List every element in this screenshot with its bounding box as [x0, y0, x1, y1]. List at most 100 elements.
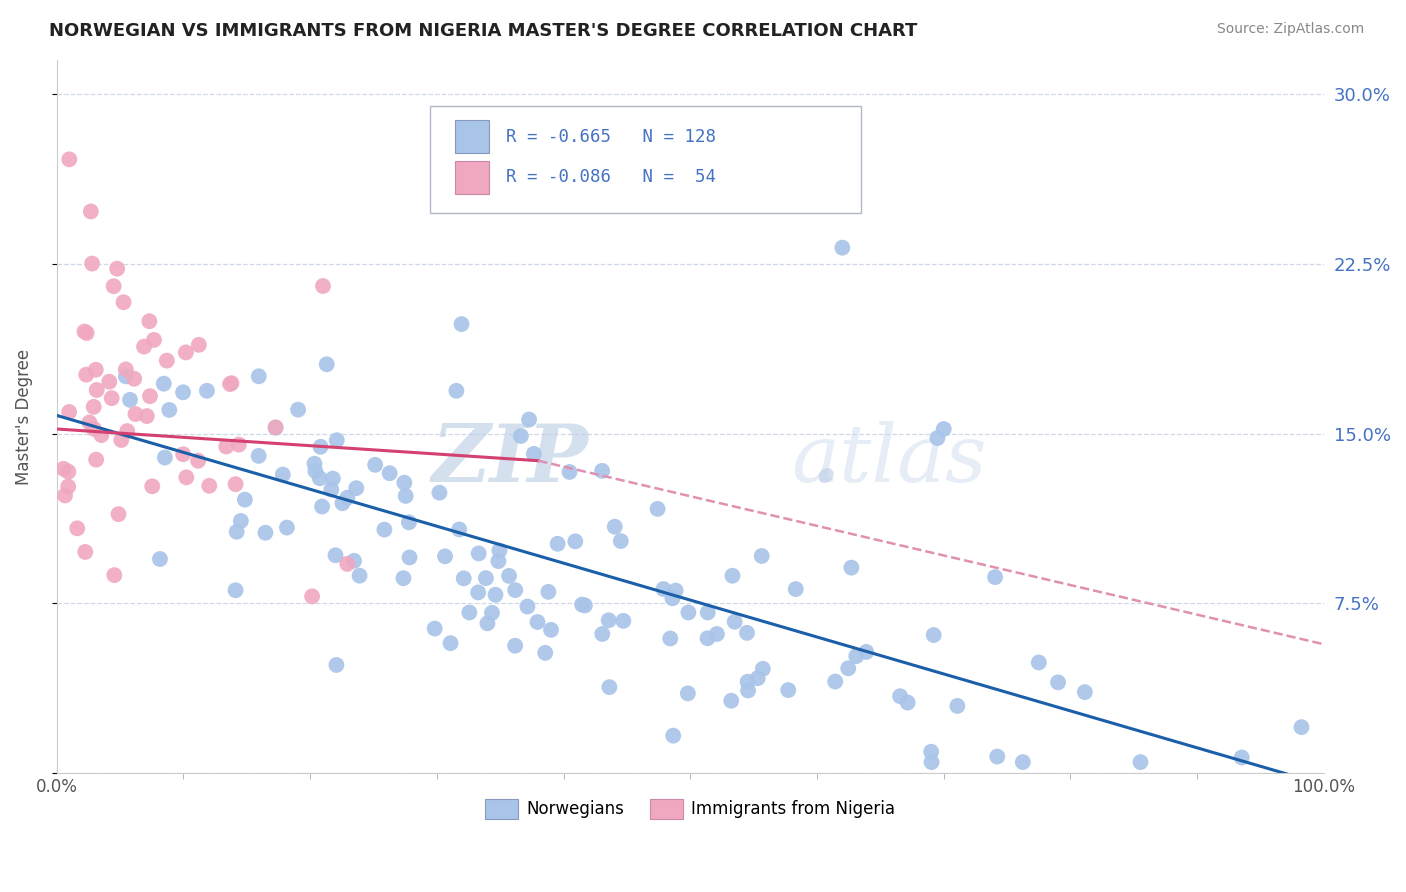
- Text: ZIP: ZIP: [432, 421, 589, 498]
- Point: [84, 363, 107, 377]
- Point: [1129, 755, 1152, 769]
- Text: .: .: [811, 421, 838, 498]
- Point: [751, 549, 773, 563]
- Point: [309, 440, 332, 454]
- Point: [135, 409, 157, 423]
- Point: [107, 507, 129, 521]
- Point: [434, 549, 457, 564]
- Point: [720, 694, 742, 708]
- Y-axis label: Master's Degree: Master's Degree: [15, 349, 32, 484]
- Point: [394, 475, 416, 490]
- Point: [481, 606, 503, 620]
- Point: [344, 481, 367, 495]
- Point: [172, 447, 194, 461]
- Point: [571, 598, 593, 612]
- Point: [52, 462, 75, 476]
- Point: [336, 557, 359, 571]
- Point: [56, 479, 79, 493]
- Point: [647, 501, 669, 516]
- Point: [195, 384, 218, 398]
- Point: [115, 369, 138, 384]
- Point: [824, 674, 846, 689]
- Point: [112, 295, 135, 310]
- Point: [564, 534, 586, 549]
- Point: [287, 402, 309, 417]
- Text: Source: ZipAtlas.com: Source: ZipAtlas.com: [1216, 22, 1364, 37]
- Point: [149, 552, 172, 566]
- Point: [187, 454, 209, 468]
- Point: [676, 686, 699, 700]
- FancyBboxPatch shape: [454, 120, 489, 153]
- Point: [247, 449, 270, 463]
- Point: [322, 472, 344, 486]
- Point: [219, 377, 242, 392]
- Point: [509, 429, 531, 443]
- Point: [311, 500, 333, 514]
- Point: [66, 521, 89, 535]
- Point: [321, 483, 343, 497]
- Text: NORWEGIAN VS IMMIGRANTS FROM NIGERIA MASTER'S DEGREE CORRELATION CHART: NORWEGIAN VS IMMIGRANTS FROM NIGERIA MAS…: [49, 22, 918, 40]
- Point: [721, 568, 744, 582]
- Point: [922, 628, 945, 642]
- Point: [927, 431, 949, 445]
- Point: [778, 683, 800, 698]
- Point: [118, 392, 141, 407]
- Point: [574, 599, 596, 613]
- Point: [696, 632, 718, 646]
- Point: [392, 571, 415, 585]
- Point: [115, 424, 138, 438]
- Point: [477, 616, 499, 631]
- Point: [103, 568, 125, 582]
- Point: [503, 639, 526, 653]
- Point: [373, 523, 395, 537]
- Point: [1230, 750, 1253, 764]
- Point: [153, 450, 176, 465]
- Point: [398, 550, 420, 565]
- Point: [325, 657, 347, 672]
- Point: [439, 636, 461, 650]
- Point: [610, 534, 633, 549]
- Point: [86, 383, 108, 397]
- Point: [984, 570, 1007, 584]
- Point: [312, 279, 335, 293]
- Point: [82, 256, 104, 270]
- Point: [349, 568, 371, 582]
- Point: [83, 422, 105, 436]
- Point: [652, 582, 675, 596]
- Point: [304, 464, 326, 478]
- Point: [304, 457, 326, 471]
- Point: [221, 376, 243, 391]
- Point: [897, 696, 920, 710]
- Point: [378, 467, 401, 481]
- Point: [921, 755, 943, 769]
- Point: [83, 400, 105, 414]
- Point: [90, 428, 112, 442]
- Point: [696, 606, 718, 620]
- Point: [132, 340, 155, 354]
- Point: [343, 554, 366, 568]
- Point: [325, 548, 347, 562]
- Point: [247, 369, 270, 384]
- Point: [254, 525, 277, 540]
- Point: [152, 376, 174, 391]
- Point: [591, 464, 613, 478]
- Point: [157, 403, 180, 417]
- Point: [225, 477, 247, 491]
- Point: [920, 745, 942, 759]
- Point: [724, 615, 747, 629]
- Legend: Norwegians, Immigrants from Nigeria: Norwegians, Immigrants from Nigeria: [478, 792, 903, 826]
- Point: [517, 412, 540, 426]
- Point: [264, 421, 287, 435]
- Point: [122, 372, 145, 386]
- Point: [446, 384, 468, 398]
- Point: [837, 661, 859, 675]
- Point: [143, 333, 166, 347]
- Point: [332, 496, 354, 510]
- Point: [58, 153, 80, 167]
- Point: [735, 625, 758, 640]
- Point: [172, 385, 194, 400]
- Point: [841, 560, 863, 574]
- Point: [395, 489, 418, 503]
- Point: [156, 353, 179, 368]
- Point: [225, 524, 247, 539]
